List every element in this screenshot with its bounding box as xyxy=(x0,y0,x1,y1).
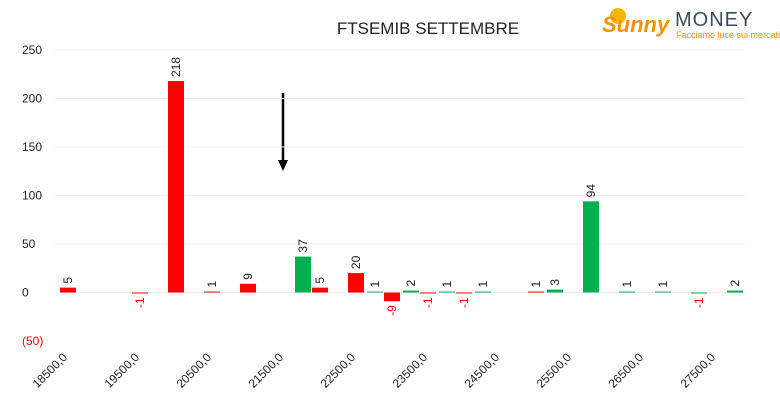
logo-brand: Sunny xyxy=(602,12,671,37)
logo: Sunny MONEY Facciamo luce sui mercati xyxy=(602,8,780,40)
x-tick-label: 19500,0 xyxy=(102,350,143,391)
x-tick-label: 25500,0 xyxy=(534,350,575,391)
bar xyxy=(348,273,364,293)
bar xyxy=(456,292,472,294)
bar xyxy=(367,291,383,293)
x-tick-label: 26500,0 xyxy=(606,350,647,391)
bar xyxy=(528,291,544,293)
bar xyxy=(132,292,148,294)
bar xyxy=(60,287,76,293)
y-tick-label: 100 xyxy=(22,189,42,203)
value-label: 1 xyxy=(368,281,382,288)
bar xyxy=(619,291,635,293)
value-label: -1 xyxy=(457,297,471,308)
value-label: 9 xyxy=(241,273,255,280)
bar xyxy=(691,292,707,294)
x-tick-label: 18500,0 xyxy=(30,350,71,391)
x-tick-label: 22500,0 xyxy=(318,350,359,391)
bar xyxy=(240,283,256,293)
value-label: 2 xyxy=(728,280,742,287)
bar xyxy=(439,291,455,293)
value-label: -1 xyxy=(692,297,706,308)
value-label: 1 xyxy=(440,281,454,288)
value-label: 1 xyxy=(476,281,490,288)
x-tick-label: 20500,0 xyxy=(174,350,215,391)
value-label: 1 xyxy=(205,281,219,288)
value-label: 20 xyxy=(349,255,363,269)
bar xyxy=(475,291,491,293)
x-tick-label: 24500,0 xyxy=(462,350,503,391)
bar xyxy=(727,290,743,293)
value-label: 94 xyxy=(584,184,598,198)
logo-sun xyxy=(610,8,626,24)
arrow-head xyxy=(278,160,288,171)
value-label: 218 xyxy=(169,57,183,77)
y-tick-label: 150 xyxy=(22,140,42,154)
bar xyxy=(420,292,436,294)
value-label: 1 xyxy=(529,281,543,288)
logo-name: MONEY xyxy=(675,9,753,31)
bar xyxy=(312,287,328,293)
bar xyxy=(655,291,671,293)
value-label: 5 xyxy=(313,277,327,284)
x-tick-label: 23500,0 xyxy=(390,350,431,391)
value-label: -9 xyxy=(385,305,399,316)
bar xyxy=(168,81,184,293)
y-tick-label: (50) xyxy=(22,334,43,348)
x-tick-label: 21500,0 xyxy=(246,350,287,391)
value-label: 5 xyxy=(61,277,75,284)
arrow xyxy=(278,93,288,171)
value-label: 37 xyxy=(296,239,310,253)
bar xyxy=(547,289,563,293)
bar xyxy=(204,291,220,293)
bar xyxy=(384,292,400,302)
y-tick-label: 0 xyxy=(22,286,29,300)
value-label: -1 xyxy=(133,297,147,308)
logo-tagline: Facciamo luce sui mercati xyxy=(676,30,780,40)
value-label: 1 xyxy=(656,281,670,288)
value-label: 1 xyxy=(620,281,634,288)
bar xyxy=(295,256,311,293)
bar xyxy=(403,290,419,293)
y-tick-label: 200 xyxy=(22,92,42,106)
bar xyxy=(583,201,599,293)
value-label: 3 xyxy=(548,279,562,286)
y-tick-label: 250 xyxy=(22,43,42,57)
chart-title: FTSEMIB SETTEMBRE xyxy=(337,19,519,38)
value-label: 2 xyxy=(404,280,418,287)
x-tick-label: 27500,0 xyxy=(678,350,719,391)
y-tick-label: 50 xyxy=(22,237,36,251)
value-label: -1 xyxy=(421,297,435,308)
